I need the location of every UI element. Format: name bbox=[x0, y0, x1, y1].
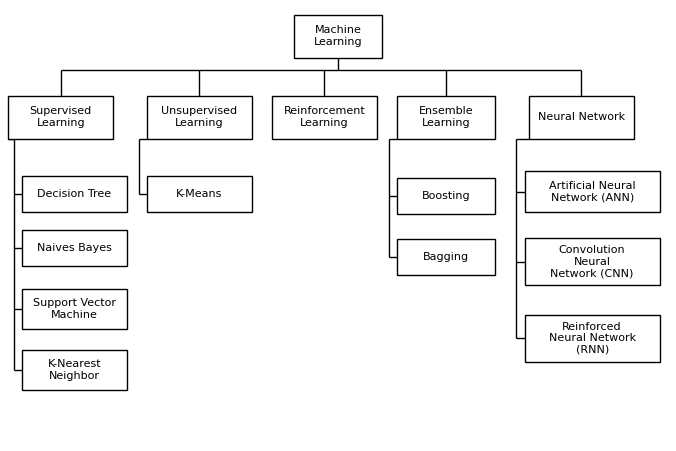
FancyBboxPatch shape bbox=[8, 96, 113, 139]
Text: Neural Network: Neural Network bbox=[538, 112, 625, 122]
Text: Convolution
Neural
Network (CNN): Convolution Neural Network (CNN) bbox=[550, 245, 634, 278]
Text: Decision Tree: Decision Tree bbox=[37, 189, 112, 199]
FancyBboxPatch shape bbox=[147, 176, 251, 212]
FancyBboxPatch shape bbox=[397, 96, 495, 139]
Text: Ensemble
Learning: Ensemble Learning bbox=[419, 106, 473, 128]
Text: Bagging: Bagging bbox=[423, 252, 469, 262]
FancyBboxPatch shape bbox=[529, 96, 634, 139]
Text: Machine
Learning: Machine Learning bbox=[314, 25, 362, 47]
FancyBboxPatch shape bbox=[294, 14, 382, 57]
FancyBboxPatch shape bbox=[22, 176, 127, 212]
Text: Support Vector
Machine: Support Vector Machine bbox=[33, 298, 116, 320]
FancyBboxPatch shape bbox=[525, 238, 660, 285]
FancyBboxPatch shape bbox=[22, 350, 127, 390]
FancyBboxPatch shape bbox=[525, 315, 660, 362]
FancyBboxPatch shape bbox=[397, 178, 495, 214]
Text: Reinforced
Neural Network
(RNN): Reinforced Neural Network (RNN) bbox=[549, 322, 635, 355]
FancyBboxPatch shape bbox=[22, 289, 127, 329]
FancyBboxPatch shape bbox=[525, 171, 660, 212]
FancyBboxPatch shape bbox=[397, 239, 495, 275]
Text: K-Nearest
Neighbor: K-Nearest Neighbor bbox=[47, 359, 101, 381]
Text: Supervised
Learning: Supervised Learning bbox=[30, 106, 92, 128]
FancyBboxPatch shape bbox=[272, 96, 377, 139]
FancyBboxPatch shape bbox=[22, 230, 127, 266]
Text: Artificial Neural
Network (ANN): Artificial Neural Network (ANN) bbox=[549, 181, 635, 202]
Text: Boosting: Boosting bbox=[422, 191, 470, 201]
Text: Unsupervised
Learning: Unsupervised Learning bbox=[162, 106, 237, 128]
Text: K-Means: K-Means bbox=[176, 189, 222, 199]
Text: Naives Bayes: Naives Bayes bbox=[37, 243, 112, 253]
Text: Reinforcement
Learning: Reinforcement Learning bbox=[284, 106, 365, 128]
FancyBboxPatch shape bbox=[147, 96, 251, 139]
